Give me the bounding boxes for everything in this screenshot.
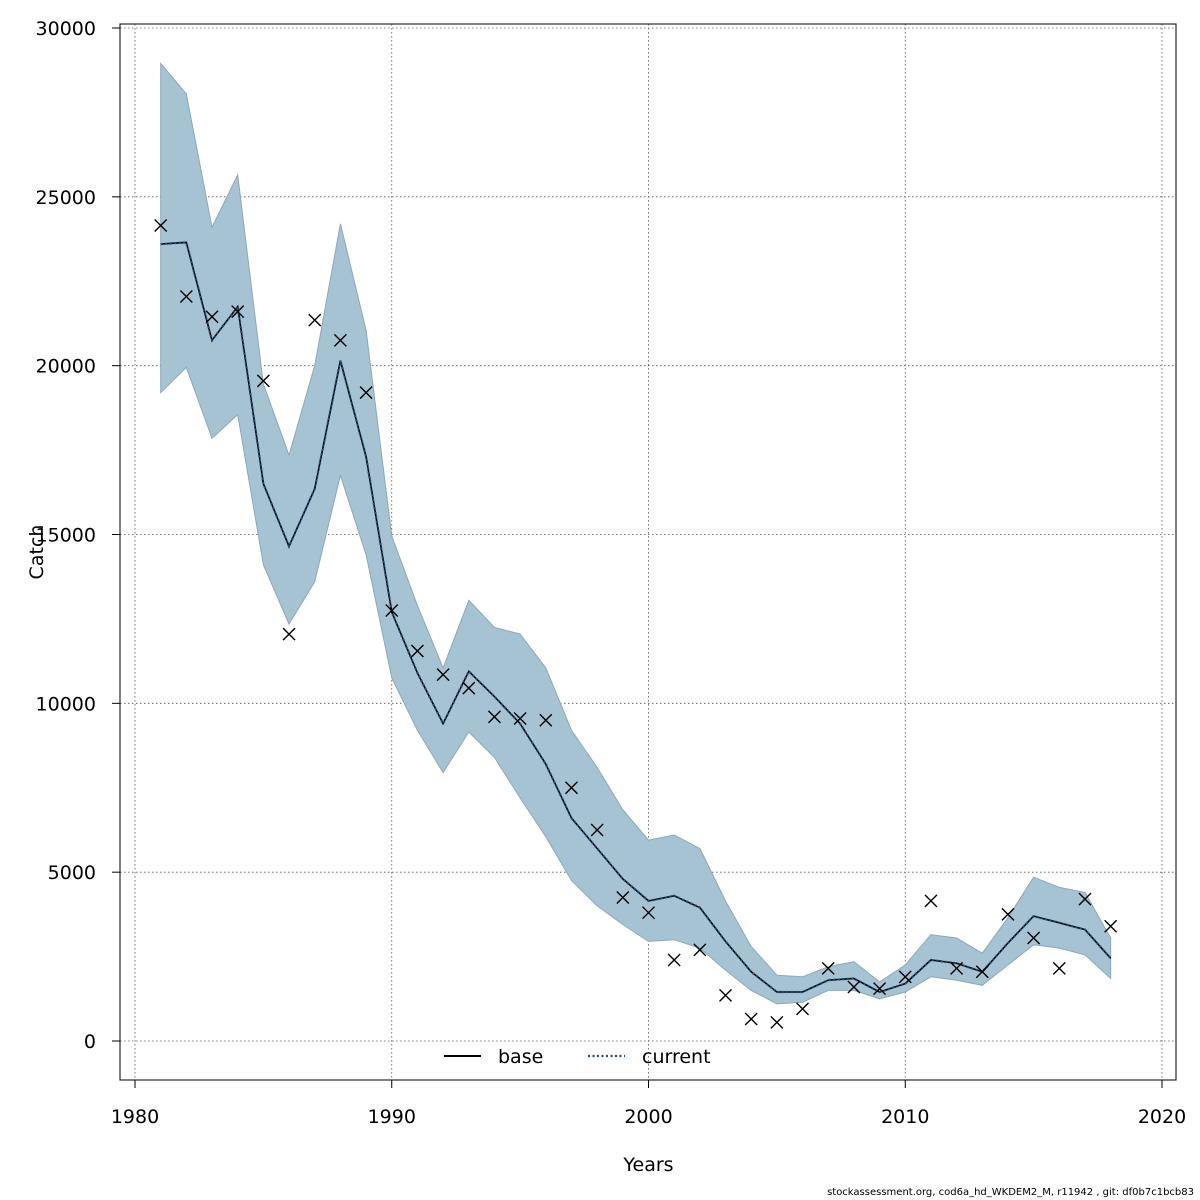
x-tick-label: 2020 <box>1138 1106 1186 1128</box>
y-tick-label: 10000 <box>36 693 96 715</box>
legend-label-base: base <box>498 1046 543 1068</box>
observation-point <box>770 1015 784 1029</box>
y-axis-title: Catch <box>26 525 48 580</box>
observation-point <box>359 386 373 400</box>
observation-point <box>924 894 938 908</box>
observation-point <box>333 333 347 347</box>
observation-point <box>642 906 655 920</box>
legend: base current <box>444 1046 711 1068</box>
x-tick-label: 1990 <box>368 1106 416 1128</box>
observation-point <box>487 710 501 724</box>
observation-point <box>975 965 989 979</box>
observation-point <box>436 668 450 682</box>
observation-point <box>796 1002 810 1016</box>
observation-point <box>385 603 399 617</box>
observation-point <box>462 681 476 695</box>
y-tick-label: 15000 <box>36 525 96 547</box>
series-line-current <box>160 241 1112 994</box>
y-tick-label: 0 <box>84 1031 96 1053</box>
x-tick-label: 1980 <box>111 1106 159 1128</box>
observation-point <box>898 970 912 984</box>
observation-point <box>1078 892 1092 906</box>
confidence-band-area <box>160 62 1112 1005</box>
observation-point <box>282 627 296 641</box>
observation-point <box>667 953 681 967</box>
observation-markers <box>154 219 1118 1029</box>
x-tick-label: 2000 <box>624 1106 672 1128</box>
observation-point <box>205 310 219 324</box>
observation-point <box>873 982 887 996</box>
observation-point <box>847 980 861 994</box>
x-axis: 1980 1990 2000 2010 2020 <box>111 1079 1186 1128</box>
observation-point <box>616 890 630 904</box>
observation-point <box>513 712 527 726</box>
observation-point <box>308 313 322 327</box>
grid-lines <box>120 24 1176 1080</box>
observation-point <box>154 219 168 233</box>
observation-point <box>821 961 835 975</box>
observation-point <box>564 781 578 795</box>
observation-point <box>1104 919 1118 933</box>
observation-point <box>744 1012 758 1026</box>
observation-point <box>590 823 604 837</box>
x-axis-title: Years <box>622 1154 673 1176</box>
observation-point <box>1052 961 1066 975</box>
confidence-band <box>160 62 1112 1005</box>
legend-label-current: current <box>642 1046 711 1068</box>
observation-point <box>693 943 707 957</box>
y-tick-label: 30000 <box>36 18 96 40</box>
observation-point <box>1027 931 1041 945</box>
series-lines <box>160 241 1112 994</box>
footer-caption: stockassessment.org, cod6a_hd_WKDEM2_M, … <box>827 1187 1194 1198</box>
observation-point <box>231 305 245 319</box>
y-tick-label: 5000 <box>48 862 96 884</box>
observation-point <box>539 713 553 727</box>
y-tick-label: 20000 <box>36 356 96 378</box>
observation-point <box>1001 907 1015 921</box>
x-tick-label: 2010 <box>881 1106 929 1128</box>
observation-point <box>950 961 964 975</box>
observation-point <box>410 644 424 658</box>
y-tick-label: 25000 <box>36 187 96 209</box>
y-axis: 0 5000 10000 15000 20000 25000 30000 <box>36 18 121 1053</box>
observation-point <box>179 289 193 303</box>
observation-point <box>719 988 733 1002</box>
observation-point <box>256 374 270 388</box>
